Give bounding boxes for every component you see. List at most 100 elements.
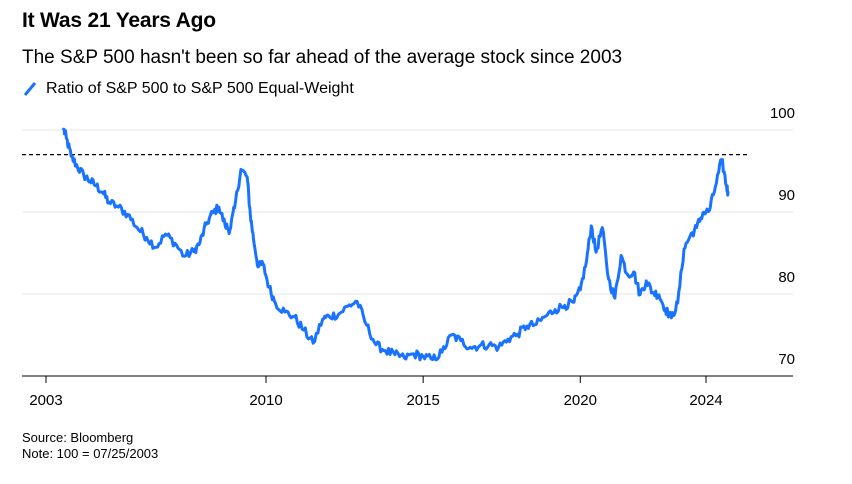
data-point (607, 278, 610, 281)
data-point (601, 226, 604, 229)
data-point (422, 355, 425, 358)
data-point (657, 293, 660, 296)
data-point (117, 206, 120, 209)
data-point (249, 213, 252, 216)
data-point (535, 323, 538, 326)
data-point (590, 224, 593, 227)
data-point (293, 316, 296, 319)
data-point (450, 334, 453, 337)
data-point (145, 236, 148, 239)
data-point (632, 270, 635, 273)
data-point (720, 158, 723, 161)
data-point (183, 255, 186, 258)
x-tick-label: 2010 (249, 392, 282, 409)
data-point (563, 304, 566, 307)
data-point (257, 265, 260, 268)
data-point (65, 137, 68, 140)
data-point (544, 315, 547, 318)
data-point (274, 302, 277, 305)
data-point (107, 201, 110, 204)
data-point (708, 210, 711, 213)
data-point (384, 349, 387, 352)
data-point (579, 288, 582, 291)
data-point (101, 191, 104, 194)
data-point (233, 206, 236, 209)
x-tick-label: 2024 (689, 392, 722, 409)
data-point (595, 251, 598, 254)
data-point (664, 307, 667, 310)
data-point (670, 316, 673, 319)
chart-footer: Source: Bloomberg Note: 100 = 07/25/2003 (22, 430, 158, 462)
data-point (651, 291, 654, 294)
data-point (283, 311, 286, 314)
data-point (573, 301, 576, 304)
data-point (497, 346, 500, 349)
data-point (89, 179, 92, 182)
data-point (403, 357, 406, 360)
y-tick-label: 80 (778, 269, 795, 286)
data-point (626, 273, 629, 276)
data-point (346, 305, 349, 308)
x-tick-label: 2003 (29, 392, 62, 409)
data-point (714, 185, 717, 188)
data-point (252, 237, 255, 240)
data-point (585, 259, 588, 262)
data-point (62, 128, 65, 131)
y-tick-label: 70 (778, 351, 795, 368)
data-point (217, 206, 220, 209)
data-point (645, 279, 648, 282)
data-point (228, 229, 231, 232)
data-point (639, 293, 642, 296)
data-point (393, 353, 396, 356)
data-point (488, 343, 491, 346)
data-point (337, 313, 340, 316)
chart-subtitle: The S&P 500 hasn't been so far ahead of … (22, 47, 623, 68)
data-point (76, 165, 79, 168)
data-point (375, 343, 378, 346)
data-point (82, 174, 85, 177)
data-point (701, 211, 704, 214)
legend: Ratio of S&P 500 to S&P 500 Equal-Weight (22, 80, 354, 98)
data-point (676, 302, 679, 305)
note-text: Note: 100 = 07/25/2003 (22, 446, 159, 461)
data-point (554, 308, 557, 311)
data-point (211, 211, 214, 214)
data-point (261, 262, 264, 265)
data-point (516, 333, 519, 336)
data-point (199, 241, 202, 244)
data-point (246, 175, 249, 178)
data-point (695, 226, 698, 229)
data-point (727, 191, 730, 194)
data-point (205, 223, 208, 226)
data-point (365, 324, 368, 327)
data-point (507, 338, 510, 341)
data-point (683, 247, 686, 250)
legend-label: Ratio of S&P 500 to S&P 500 Equal-Weight (46, 80, 354, 97)
data-point (725, 184, 728, 187)
data-point (321, 318, 324, 321)
data-point (412, 352, 415, 355)
data-point (95, 184, 98, 187)
x-tick-label: 2020 (564, 392, 597, 409)
data-point (224, 224, 227, 227)
data-point (302, 329, 305, 332)
data-point (613, 297, 616, 300)
data-point (441, 351, 444, 354)
data-point (192, 250, 195, 253)
data-point (164, 233, 167, 236)
data-point (70, 155, 73, 158)
data-point (469, 346, 472, 349)
data-point (268, 286, 271, 289)
data-point (620, 254, 623, 257)
data-point (525, 325, 528, 328)
data-point (136, 226, 139, 229)
data-point (431, 358, 434, 361)
data-point (239, 168, 242, 171)
data-point (356, 300, 359, 303)
legend-swatch-icon (23, 82, 37, 96)
source-note: Source: Bloomberg (22, 430, 134, 445)
chart-title: It Was 21 Years Ago (22, 9, 216, 32)
data-point (126, 213, 129, 216)
data-point (155, 246, 158, 249)
